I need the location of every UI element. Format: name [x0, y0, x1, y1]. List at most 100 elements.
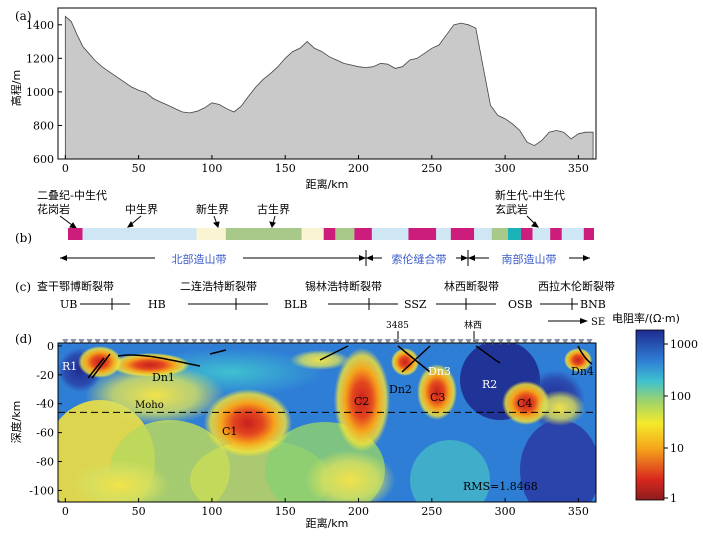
panel-d-y-label: 深度/km	[9, 401, 23, 444]
station-marker	[78, 339, 85, 345]
anomaly-c1: C1	[222, 425, 237, 438]
station-marker	[215, 339, 222, 345]
geo-arrows	[59, 215, 539, 229]
station-marker	[126, 339, 133, 345]
panel-a-x-axis: 0 50 100 150 200 250 300 350	[62, 155, 589, 175]
panel-b-label: (b)	[15, 231, 32, 245]
station-marker	[376, 339, 383, 345]
geology-bar	[68, 228, 594, 240]
geo-label-basalt: 玄武岩	[495, 202, 528, 216]
station-marker	[328, 339, 335, 345]
station-marker	[151, 339, 158, 345]
station-marker	[417, 339, 424, 345]
panel-d-y-axis: 0 -20 -40 -60 -80 -100	[29, 340, 62, 497]
geology-segment	[68, 228, 83, 240]
colorbar-tick-1000: 1000	[670, 338, 698, 351]
direction-arrow: SE	[548, 317, 605, 328]
panel-d-y-tick-label: 0	[47, 340, 54, 353]
station-marker	[360, 339, 367, 345]
station-marker	[110, 339, 117, 345]
station-marker	[239, 339, 246, 345]
station-marker	[142, 339, 149, 345]
panel-a-y-label: 高程/m	[9, 70, 23, 106]
geology-segment	[491, 228, 508, 240]
station-marker	[223, 339, 230, 345]
panel-a-x-tick-label: 0	[62, 162, 69, 175]
colorbar-tick-1: 1	[670, 492, 677, 505]
belt-solonker: 索伦缝合带	[392, 252, 447, 266]
geology-segment	[335, 228, 355, 240]
geology-segment	[550, 228, 562, 240]
station-marker	[546, 339, 553, 345]
belt-north: 北部造山带	[172, 252, 227, 266]
station-marker	[175, 339, 182, 345]
station-marker	[320, 339, 327, 345]
anomaly-c2: C2	[354, 395, 369, 408]
station-marker	[392, 339, 399, 345]
site-label-linxi: 林西	[464, 319, 482, 331]
fault-title-5: 西拉木伦断裂带	[538, 279, 615, 293]
elevation-profile-area	[64, 15, 594, 160]
station-marker	[271, 339, 278, 345]
station-marker	[304, 339, 311, 345]
station-marker	[86, 339, 93, 345]
station-marker	[578, 339, 585, 345]
panel-a-x-tick-label: 300	[495, 162, 516, 175]
station-marker	[505, 339, 512, 345]
colorbar-tick-10: 10	[670, 442, 684, 455]
station-marker	[247, 339, 254, 345]
geology-segment	[371, 228, 409, 240]
fault-title-4: 林西断裂带	[444, 279, 499, 293]
station-marker	[465, 339, 472, 345]
resistivity-section	[58, 343, 596, 502]
anomaly-dn4: Dn4	[571, 365, 594, 378]
geology-segment	[450, 228, 475, 240]
panel-a-y-tick-label: 1200	[26, 52, 54, 65]
panel-d-x-axis: 0 50 100 150 200 250 300 350	[62, 498, 589, 518]
station-marker	[554, 339, 561, 345]
station-marker	[199, 339, 206, 345]
belt-row: 北部造山带 索伦缝合带 南部造山带	[60, 249, 590, 267]
anomaly-c3: C3	[430, 391, 445, 404]
station-marker	[231, 339, 238, 345]
panel-d-x-label: 距离/km	[306, 516, 349, 530]
panel-a-x-tick-label: 350	[568, 162, 589, 175]
colorbar	[635, 329, 665, 501]
direction-label: SE	[591, 317, 605, 328]
fault-traces	[87, 345, 593, 379]
panel-a-x-label: 距离/km	[306, 177, 349, 191]
fault-code-osb: OSB	[508, 298, 533, 311]
geo-label-paleozoic: 古生界	[257, 202, 290, 216]
station-marker	[449, 339, 456, 345]
panel-d-x-tick-label: 50	[132, 505, 146, 518]
geology-segment	[561, 228, 584, 240]
station-marker	[352, 339, 359, 345]
geo-label-cenozoic: 新生界	[196, 202, 229, 216]
geology-segment	[436, 228, 451, 240]
belt-south: 南部造山带	[502, 252, 557, 266]
fault-title-3: 锡林浩特断裂带	[305, 279, 382, 293]
colorbar-tick-100: 100	[670, 390, 691, 403]
colorbar-ticks: 1000 100 10 1	[664, 338, 698, 505]
geology-segment	[583, 228, 594, 240]
station-marker	[425, 339, 432, 345]
station-marker	[529, 339, 536, 345]
panel-d-frame	[57, 342, 597, 503]
panel-a-x-tick-label: 50	[132, 162, 146, 175]
fault-code-ub: UB	[60, 298, 77, 311]
station-marker	[102, 339, 109, 345]
panel-d-y-tick-label: -40	[36, 398, 54, 411]
station-marker	[497, 339, 504, 345]
site-label-3485: 3485	[386, 321, 409, 331]
fault-code-blb: BLB	[284, 298, 307, 311]
station-marker	[191, 339, 198, 345]
station-markers	[62, 339, 593, 345]
geology-segment	[532, 228, 551, 240]
anomaly-dn1: Dn1	[152, 371, 175, 384]
geology-segment	[354, 228, 372, 240]
fault-code-bnb: BNB	[580, 298, 606, 311]
station-marker	[513, 339, 520, 345]
panel-d-x-tick-label: 100	[201, 505, 222, 518]
